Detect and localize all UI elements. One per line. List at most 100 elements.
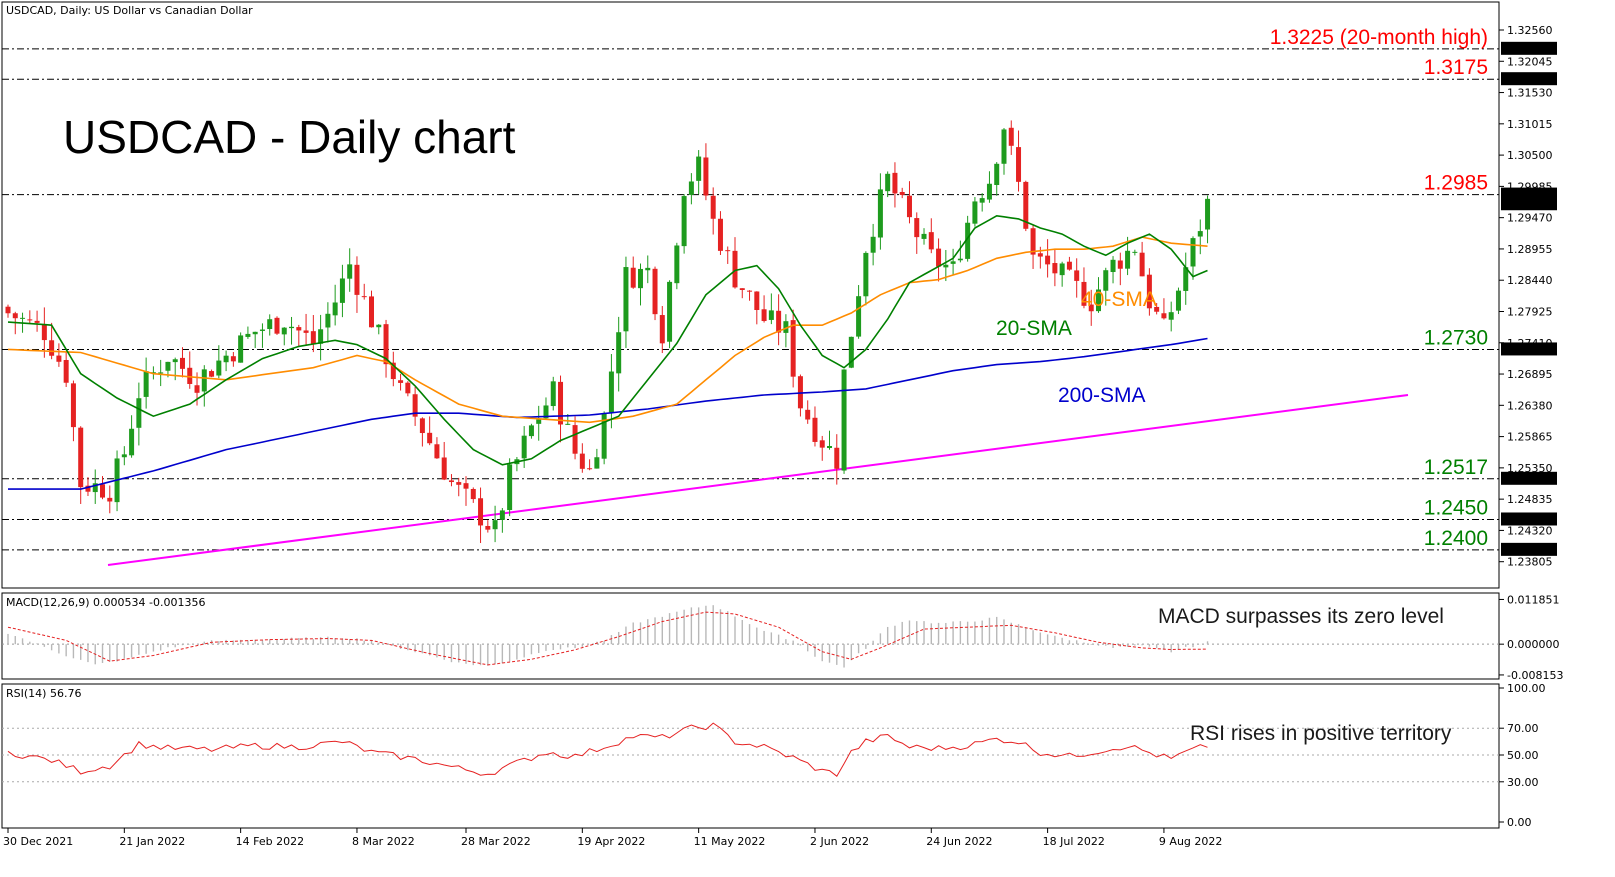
date-label: 30 Dec 2021 [3,835,73,848]
price-tick-label: 1.32560 [1507,24,1553,37]
price-tick-label: 1.31530 [1507,87,1553,100]
candle-bull [972,201,978,224]
level-tag-label: 1.32250 [1505,43,1551,56]
candle-bull [688,181,694,195]
candle-bull [1001,129,1007,164]
candle-bear [1023,181,1029,229]
candle-bear [710,195,716,219]
candle-bear [463,483,469,489]
level-label: 1.3175 [1424,56,1488,79]
candle-bull [289,326,295,329]
candle-bear [369,296,374,328]
candle-bear [739,288,745,290]
trendline [107,393,1409,567]
candle-bull [267,319,273,330]
candle-bull [623,267,629,332]
rsi-line [7,722,1208,777]
candle-bear [274,317,280,334]
level-label: 1.2400 [1424,527,1488,550]
date-label: 11 May 2022 [694,835,766,848]
candle-bull [645,267,651,271]
symbol-label: USDCAD, Daily: US Dollar vs Canadian Dol… [6,4,253,17]
candle-bull [1103,270,1109,291]
candle-bull [1096,289,1101,312]
candle-bull [492,520,498,530]
candle-bear [41,324,47,341]
candle-bull [870,236,876,253]
candle-bull [223,355,229,363]
level-tag [1501,512,1557,526]
macd-signal-line [7,611,1208,666]
candle-bull [921,233,927,239]
sma20-label: 20-SMA [996,317,1072,340]
candle-bull [1175,290,1181,311]
candle-bull [950,261,956,264]
candle-bear [456,482,462,485]
candle-bull [1059,263,1065,276]
chart-title: USDCAD - Daily chart [63,111,516,163]
candle-bull [1125,250,1131,269]
candle-bear [1074,270,1080,281]
candle-bull [637,268,643,289]
candle-bull [877,189,883,238]
candle-bull [885,173,891,192]
macd-tick-label: 0.000000 [1507,638,1560,651]
current-price-label: 1.29691 [1505,198,1551,211]
candle-bear [100,484,106,498]
sma200-label: 200-SMA [1058,384,1146,407]
candle-bull [245,333,251,337]
candle-bull [172,359,178,363]
candle-bear [1066,261,1072,270]
candle-bull [347,264,353,279]
candle-bull [143,371,149,397]
level-tag [1501,41,1557,55]
candle-bull [965,222,971,259]
candle-bear [303,330,309,333]
candle-bear [819,440,825,448]
candle-bull [863,252,869,297]
candle-bear [812,417,818,442]
candle-bear [572,425,578,454]
candle-bull [332,302,338,316]
date-label: 18 Jul 2022 [1043,835,1105,848]
level-tag-label: 1.31750 [1505,73,1551,86]
candle-bear [441,457,447,480]
candle-bear [354,264,360,295]
candle-bull [201,369,207,392]
candle-bear [776,310,782,333]
candle-bear [936,248,942,267]
candle-bull [667,281,673,342]
candle-bear [761,309,767,322]
macd-annotation: MACD surpasses its zero level [1158,605,1444,628]
candle-bear [1008,127,1014,146]
candle-bull [165,361,171,371]
candle-bull [20,317,26,319]
price-tick-label: 1.31015 [1507,118,1553,131]
candle-bear [63,360,69,383]
rsi-tick-label: 30.00 [1507,776,1539,789]
price-tick-label: 1.26895 [1507,368,1553,381]
macd-label: MACD(12,26,9) 0.000534 -0.001356 [6,596,205,609]
rsi-tick-label: 50.00 [1507,749,1539,762]
candle-bear [194,385,200,393]
rsi-annotation: RSI rises in positive territory [1190,722,1452,745]
price-tick-label: 1.27925 [1507,305,1553,318]
candle-bear [652,268,658,315]
level-label: 1.2985 [1424,172,1488,195]
candle-bear [383,324,389,365]
candle-bull [1110,259,1116,273]
candle-bear [5,306,11,314]
rsi-tick-label: 70.00 [1507,722,1539,735]
candle-bear [478,498,484,526]
candle-bear [70,383,76,428]
candle-bear [470,488,476,500]
level-label: 1.2450 [1424,496,1488,519]
candle-bull [1183,267,1189,291]
level-tag [1501,471,1557,485]
candle-bear [1117,260,1123,269]
candle-bull [543,405,549,419]
candle-bull [325,313,331,328]
candle-bear [928,232,934,250]
candle-bear [361,296,367,298]
level-label: 1.3225 (20-month high) [1270,26,1488,49]
